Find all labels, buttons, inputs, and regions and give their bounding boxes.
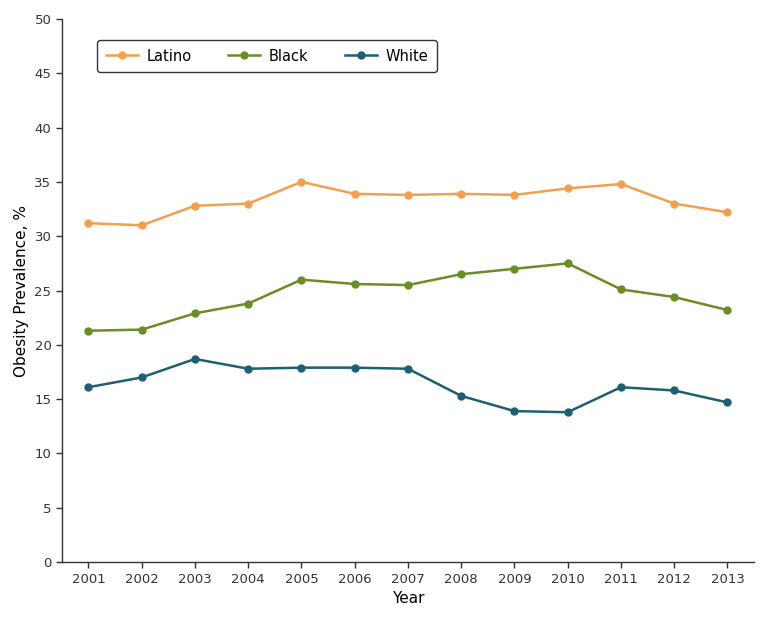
Black	[350, 280, 359, 288]
Latino	[563, 185, 572, 192]
Line: Black: Black	[85, 260, 731, 334]
Black	[403, 281, 412, 289]
Latino	[510, 191, 519, 198]
Black	[670, 293, 679, 301]
Latino	[137, 221, 147, 229]
White	[137, 374, 147, 381]
Line: White: White	[85, 355, 731, 415]
Latino	[457, 190, 466, 198]
Latino	[350, 190, 359, 198]
Black	[190, 309, 200, 317]
Latino	[84, 219, 93, 227]
Latino	[243, 200, 253, 207]
Black	[297, 276, 306, 283]
White	[457, 392, 466, 400]
White	[297, 364, 306, 371]
White	[84, 384, 93, 391]
White	[670, 387, 679, 394]
White	[510, 407, 519, 415]
Black	[617, 286, 626, 293]
White	[563, 409, 572, 416]
Black	[457, 270, 466, 278]
Line: Latino: Latino	[85, 179, 731, 229]
Latino	[670, 200, 679, 207]
Latino	[403, 191, 412, 198]
Latino	[297, 178, 306, 185]
Latino	[723, 208, 732, 216]
White	[723, 399, 732, 406]
White	[350, 364, 359, 371]
Y-axis label: Obesity Prevalence, %: Obesity Prevalence, %	[14, 205, 29, 376]
X-axis label: Year: Year	[392, 591, 424, 606]
Black	[137, 326, 147, 334]
Black	[84, 327, 93, 334]
White	[190, 355, 200, 363]
White	[403, 365, 412, 373]
White	[243, 365, 253, 373]
White	[617, 384, 626, 391]
Latino	[190, 202, 200, 210]
Black	[723, 306, 732, 314]
Black	[563, 260, 572, 267]
Black	[510, 265, 519, 273]
Legend: Latino, Black, White: Latino, Black, White	[97, 40, 437, 73]
Latino	[617, 180, 626, 188]
Black	[243, 300, 253, 308]
